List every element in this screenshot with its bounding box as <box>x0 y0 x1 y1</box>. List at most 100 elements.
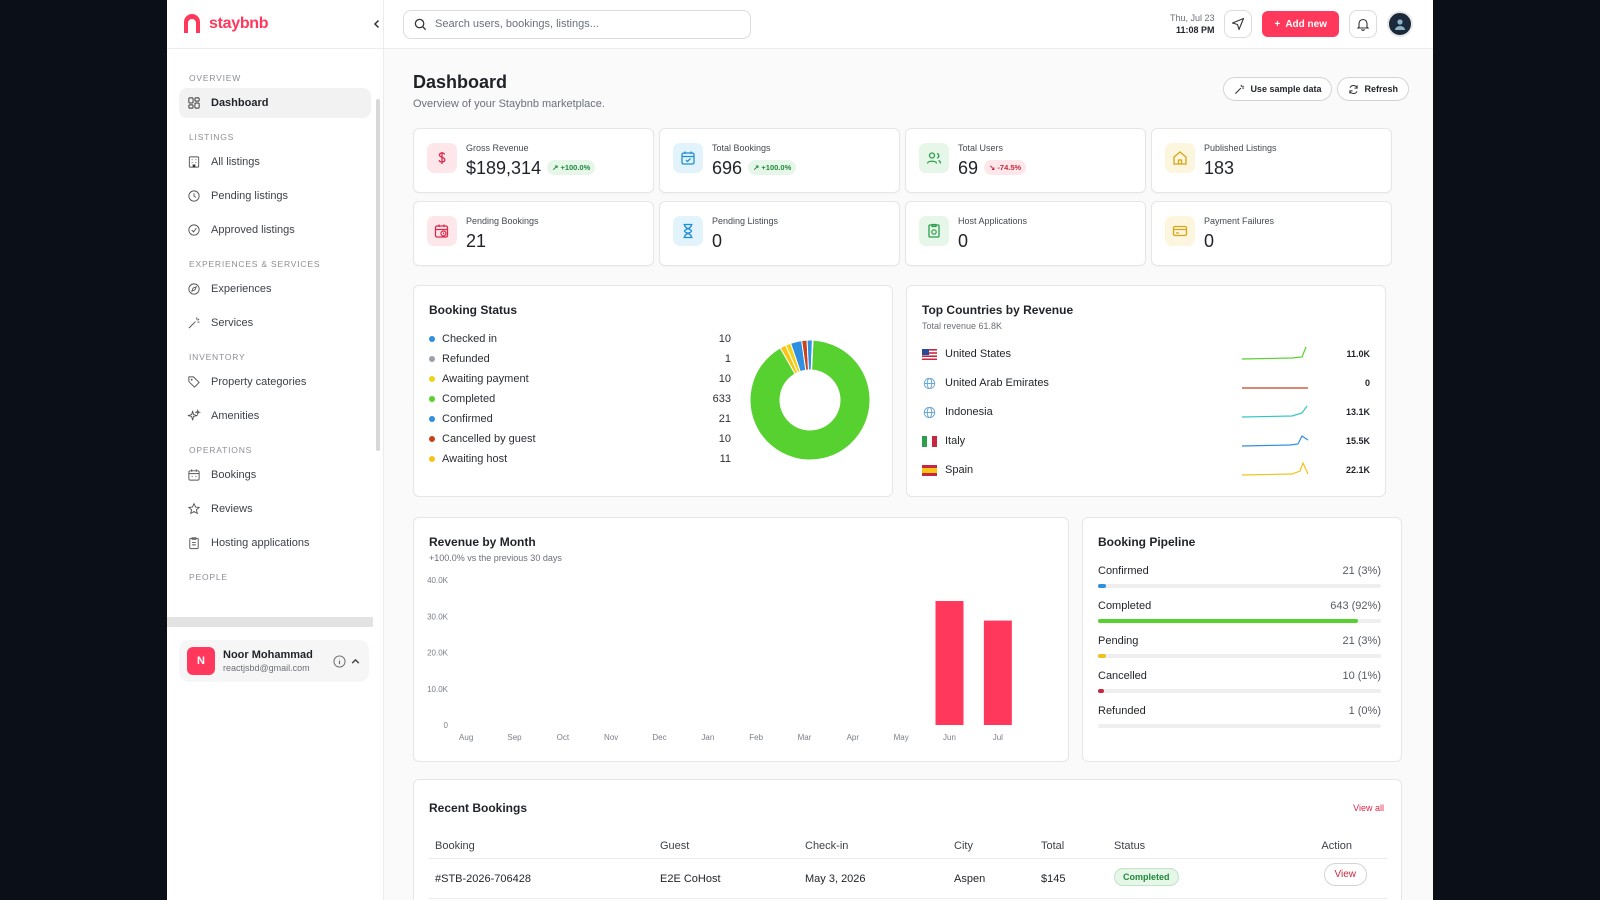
search-input[interactable] <box>435 18 725 30</box>
donut-slice-completed[interactable] <box>749 339 871 461</box>
country-revenue: 22.1K <box>1345 465 1370 475</box>
x-tick-label: Jan <box>701 733 714 742</box>
sidebar-item-pending-listings[interactable]: Pending listings <box>179 181 371 211</box>
sidebar-item-experiences[interactable]: Experiences <box>179 274 371 304</box>
sidebar-scrollbar[interactable] <box>376 99 380 451</box>
stat-card-total-users[interactable]: Total Users 69 ↘ -74.5% <box>905 128 1146 193</box>
brand[interactable]: staybnb <box>167 0 383 49</box>
view-button[interactable]: View <box>1323 863 1367 886</box>
booking-status-card: Booking Status Checked in 10 Refunded 1 … <box>413 285 893 497</box>
country-row-united-arab-emirates[interactable]: United Arab Emirates 0 <box>922 374 1370 392</box>
legend-dot <box>429 336 435 342</box>
building-icon <box>188 156 200 168</box>
brand-name: staybnb <box>209 15 269 32</box>
sidebar-item-approved-listings[interactable]: Approved listings <box>179 215 371 245</box>
sidebar-item-property-categories[interactable]: Property categories <box>179 367 371 397</box>
user-card[interactable]: N Noor Mohammad reactjsbd@gmail.com <box>179 640 369 682</box>
section-label-people: PEOPLE <box>189 572 228 582</box>
navigate-button[interactable] <box>1224 10 1253 38</box>
stat-card-gross-revenue[interactable]: Gross Revenue $189,314 ↗ +100.0% <box>413 128 654 193</box>
pipeline-value: 21 (3%) <box>1342 635 1381 647</box>
country-name: United Arab Emirates <box>945 377 1049 389</box>
country-row-united-states[interactable]: United States 11.0K <box>922 345 1370 363</box>
status-legend-checked-in: Checked in 10 <box>429 331 731 347</box>
stat-value: 0 <box>712 231 723 251</box>
x-tick-label: Apr <box>847 733 860 742</box>
column-header: Status <box>1114 840 1146 852</box>
credit-card-icon <box>1165 216 1195 246</box>
stat-label: Published Listings <box>1204 143 1277 153</box>
wand-icon <box>1235 84 1245 94</box>
legend-value: 21 <box>718 413 731 425</box>
tag-icon <box>188 376 200 388</box>
country-name: United States <box>945 348 1012 360</box>
donut-slice-refunded[interactable] <box>810 339 814 371</box>
sidebar-item-label: Amenities <box>211 410 260 422</box>
search-box[interactable] <box>403 9 751 39</box>
info-icon[interactable] <box>333 654 346 668</box>
stat-card-pending-bookings[interactable]: Pending Bookings 21 <box>413 201 654 266</box>
status-legend-refunded: Refunded 1 <box>429 351 731 367</box>
column-header: City <box>954 840 973 852</box>
add-new-button[interactable]: + Add new <box>1262 11 1339 37</box>
sparkline <box>1242 387 1308 389</box>
sidebar-item-hosting-applications[interactable]: Hosting applications <box>179 528 371 558</box>
legend-value: 10 <box>718 333 731 345</box>
column-header: Action <box>1321 840 1352 852</box>
stat-card-host-applications[interactable]: Host Applications 0 <box>905 201 1146 266</box>
sidebar-item-dashboard[interactable]: Dashboard <box>179 88 371 118</box>
stat-label: Pending Bookings <box>466 216 539 226</box>
sidebar-item-bookings[interactable]: Bookings <box>179 460 371 490</box>
it-flag-icon <box>922 435 937 447</box>
legend-dot <box>429 436 435 442</box>
app-window: staybnb OVERVIEW Dashboard LISTINGS All … <box>167 0 1433 900</box>
sparkline <box>1242 405 1308 418</box>
country-row-italy[interactable]: Italy 15.5K <box>922 432 1370 450</box>
column-header: Check-in <box>805 840 849 852</box>
stat-value-row: 0 <box>712 231 722 252</box>
legend-label: Awaiting host <box>442 453 508 465</box>
legend-label: Refunded <box>442 353 490 365</box>
revenue-bar-jul[interactable] <box>983 620 1012 725</box>
legend-dot <box>429 356 435 362</box>
revenue-bar-jun[interactable] <box>935 601 964 725</box>
collapse-sidebar-icon[interactable] <box>369 16 385 32</box>
y-tick-label: 20.0K <box>427 649 449 658</box>
view-all-link[interactable]: View all <box>1353 803 1384 813</box>
sidebar-item-all-listings[interactable]: All listings <box>179 147 371 177</box>
notifications-button[interactable] <box>1349 10 1377 38</box>
stat-value-row: $189,314 ↗ +100.0% <box>466 158 596 179</box>
recent-bookings-title: Recent Bookings <box>429 801 528 815</box>
sidebar-item-label: Reviews <box>211 503 253 515</box>
country-name: Italy <box>945 435 966 447</box>
x-tick-label: Sep <box>507 733 522 742</box>
stat-card-payment-failures[interactable]: Payment Failures 0 <box>1151 201 1392 266</box>
sidebar-item-label: Pending listings <box>211 190 289 202</box>
stat-card-pending-listings[interactable]: Pending Listings 0 <box>659 201 900 266</box>
stat-card-total-bookings[interactable]: Total Bookings 696 ↗ +100.0% <box>659 128 900 193</box>
use-sample-data-button[interactable]: Use sample data <box>1223 77 1333 101</box>
x-tick-label: Aug <box>459 733 473 742</box>
country-row-spain[interactable]: Spain 22.1K <box>922 461 1370 479</box>
trend-badge: ↗ +100.0% <box>748 160 797 175</box>
stat-card-published-listings[interactable]: Published Listings 183 <box>1151 128 1392 193</box>
y-tick-label: 0 <box>444 721 449 730</box>
stat-label: Total Bookings <box>712 143 771 153</box>
country-row-indonesia[interactable]: Indonesia 13.1K <box>922 403 1370 421</box>
sidebar-item-amenities[interactable]: Amenities <box>179 401 371 431</box>
sidebar-divider <box>167 617 373 627</box>
avatar: N <box>187 647 215 675</box>
chevron-up-icon[interactable] <box>350 656 361 667</box>
profile-avatar[interactable] <box>1387 11 1413 37</box>
sidebar-item-reviews[interactable]: Reviews <box>179 494 371 524</box>
refresh-button[interactable]: Refresh <box>1337 77 1409 101</box>
x-tick-label: Mar <box>798 733 812 742</box>
legend-value: 10 <box>718 373 731 385</box>
pipeline-row-completed: Completed 643 (92%) <box>1098 600 1381 623</box>
sidebar-item-services[interactable]: Services <box>179 308 371 338</box>
pipeline-value: 21 (3%) <box>1342 565 1381 577</box>
sidebar-item-label: Experiences <box>211 283 272 295</box>
page-title: Dashboard <box>413 72 508 92</box>
guest-name: E2E CoHost <box>660 873 721 885</box>
x-tick-label: Dec <box>652 733 666 742</box>
